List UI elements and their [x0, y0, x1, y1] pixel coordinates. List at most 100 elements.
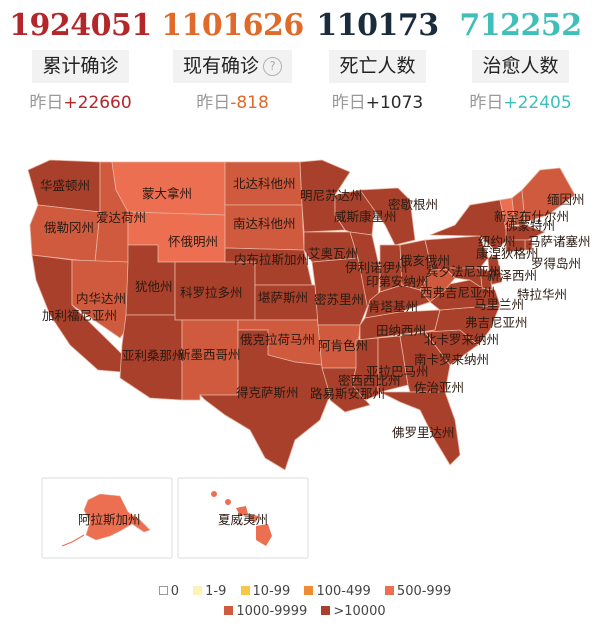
stat-value: 1924051 — [9, 8, 152, 43]
stat-delta-prefix: 昨日 — [331, 93, 366, 113]
stat-delta-prefix: 昨日 — [469, 93, 504, 113]
state-label-wi: 威斯康星州 — [334, 209, 397, 224]
stat-delta: +22405 — [503, 93, 572, 113]
legend-row-1: 0 1-9 10-99 100-499 500-999 — [0, 584, 610, 599]
state-label-ma: 马萨诸塞州 — [528, 234, 591, 249]
stat-label: 治愈人数 — [472, 50, 569, 83]
state-mi[interactable] — [359, 187, 416, 246]
stat-delta-row: 昨日+22660 — [8, 92, 153, 114]
state-al[interactable] — [377, 335, 409, 397]
legend-item-10-99[interactable]: 10-99 — [240, 584, 291, 599]
state-label-al: 亚拉巴马州 — [366, 364, 429, 379]
state-ma[interactable] — [505, 224, 547, 241]
help-icon[interactable]: ? — [263, 57, 282, 76]
state-label-mt: 蒙大拿州 — [142, 186, 192, 201]
legend-swatch — [158, 586, 168, 595]
state-ak[interactable] — [83, 493, 151, 541]
stat-delta: +1073 — [365, 93, 424, 113]
state-md[interactable] — [444, 267, 483, 289]
state-me[interactable] — [521, 167, 576, 223]
state-label-nd: 北达科他州 — [233, 176, 296, 191]
stat-value: 1101626 — [161, 8, 304, 43]
state-label-md: 马里兰州 — [474, 297, 524, 312]
state-label-la: 路易斯安那州 — [310, 386, 385, 401]
state-label-az: 亚利桑那州 — [122, 348, 185, 363]
state-label-oh: 俄亥俄州 — [400, 253, 450, 268]
legend-item-0[interactable]: 0 — [158, 584, 180, 599]
state-hi[interactable] — [211, 491, 272, 546]
state-label-nh: 新罕布什尔州 — [494, 209, 569, 224]
state-pa[interactable] — [424, 235, 489, 271]
state-label-wy: 怀俄明州 — [168, 234, 218, 249]
state-labels: 华盛顿州 俄勒冈州 加利福尼亚州 爱达荷州 内华达州 蒙大拿州 怀俄明州 犹他州… — [40, 176, 591, 440]
stat-value: 110173 — [316, 8, 439, 43]
state-label-vt: 佛蒙特州 — [505, 218, 555, 233]
state-label-or: 俄勒冈州 — [44, 220, 94, 235]
state-label-ut: 犹他州 — [135, 279, 173, 294]
state-label-ny: 纽约州 — [478, 234, 516, 249]
state-label-va: 弗吉尼亚州 — [465, 315, 528, 330]
legend-label: 1-9 — [205, 584, 227, 599]
legend-swatch — [193, 586, 203, 595]
state-label-ca: 加利福尼亚州 — [42, 308, 117, 323]
stat-label: 现有确诊 — [182, 55, 259, 77]
stat-recovered: 712252 治愈人数 昨日+22405 — [448, 6, 593, 114]
legend-label: 0 — [170, 584, 180, 599]
state-label-me: 缅因州 — [547, 192, 585, 207]
state-label-ks: 堪萨斯州 — [258, 290, 308, 305]
state-ct[interactable] — [505, 239, 526, 253]
state-label-tx: 得克萨斯州 — [236, 385, 299, 400]
state-label-mo: 密苏里州 — [314, 292, 364, 307]
legend-item-100-499[interactable]: 100-499 — [304, 584, 371, 599]
state-label-sd: 南达科他州 — [233, 216, 296, 231]
stat-value: 712252 — [459, 8, 582, 43]
legend-swatch — [321, 606, 331, 615]
state-label-pa: 宾夕法尼亚州 — [426, 264, 501, 279]
legend-item-10000-plus[interactable]: >10000 — [321, 604, 386, 619]
state-label-hi: 夏威夷州 — [218, 512, 268, 527]
state-or[interactable] — [29, 204, 101, 263]
state-label-mn: 明尼苏达州 — [300, 188, 363, 203]
state-label-nv: 内华达州 — [76, 291, 126, 306]
state-label-ms: 密西西比州 — [338, 373, 401, 388]
legend-item-500-999[interactable]: 500-999 — [384, 584, 452, 599]
state-label-tn: 田纳西州 — [376, 323, 426, 338]
state-label-ky: 肯塔基州 — [368, 299, 418, 314]
stat-delta-row: 昨日-818 — [160, 92, 305, 114]
stat-delta-row: 昨日+22405 — [448, 92, 593, 114]
state-label-ar: 阿肯色州 — [318, 338, 368, 353]
state-label-ga: 佐治亚州 — [414, 380, 464, 395]
legend-swatch — [384, 586, 394, 595]
state-label-ri: 罗得岛州 — [531, 256, 581, 271]
stat-total-confirmed: 1924051 累计确诊 昨日+22660 — [8, 6, 153, 114]
legend-label: 10-99 — [252, 584, 291, 599]
state-label-mi: 密歇根州 — [388, 197, 438, 212]
state-nv[interactable] — [71, 259, 129, 339]
state-label-ne: 内布拉斯加州 — [234, 252, 309, 267]
stat-label: 死亡人数 — [329, 50, 426, 83]
legend-label: 500-999 — [396, 584, 452, 599]
stat-delta: -818 — [230, 93, 269, 113]
state-label-sc: 南卡罗来纳州 — [414, 352, 489, 367]
state-tx[interactable] — [199, 329, 331, 471]
state-fl[interactable] — [379, 391, 461, 466]
state-label-wv: 西弗吉尼亚州 — [420, 285, 495, 300]
state-label-nj: 新泽西州 — [487, 268, 537, 283]
stat-delta-prefix: 昨日 — [29, 93, 64, 113]
state-label-de: 特拉华州 — [517, 287, 567, 302]
state-label-id: 爱达荷州 — [96, 210, 146, 225]
state-label-in: 印第安纳州 — [366, 274, 429, 289]
stat-deaths: 110173 死亡人数 昨日+1073 — [305, 6, 450, 114]
legend-item-1-9[interactable]: 1-9 — [193, 584, 226, 599]
alaska-aleutian-chain — [61, 534, 85, 547]
state-label-nm: 新墨西哥州 — [178, 347, 241, 362]
stat-delta-row: 昨日+1073 — [305, 92, 450, 114]
stat-label: 累计确诊 — [32, 50, 129, 83]
hawaii-inset — [177, 477, 309, 559]
legend-swatch — [304, 586, 314, 595]
legend-item-1000-9999[interactable]: 1000-9999 — [224, 604, 307, 619]
stat-label-wrap: 现有确诊? — [172, 50, 292, 83]
state-label-ia: 艾奥瓦州 — [308, 246, 358, 261]
state-label-co: 科罗拉多州 — [180, 285, 243, 300]
